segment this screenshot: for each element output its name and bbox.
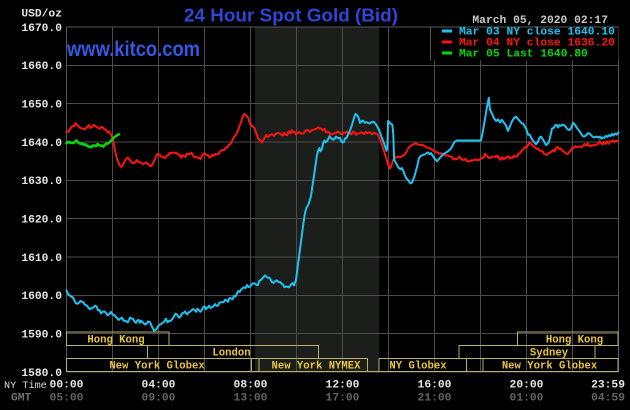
svg-text:1670.0: 1670.0 xyxy=(21,23,62,35)
svg-text:Sydney: Sydney xyxy=(530,347,569,359)
svg-text:13:00: 13:00 xyxy=(234,393,268,405)
svg-text:1630.0: 1630.0 xyxy=(21,176,62,188)
svg-text:New York Globex: New York Globex xyxy=(109,360,205,372)
svg-text:1600.0: 1600.0 xyxy=(21,291,62,303)
svg-text:1660.0: 1660.0 xyxy=(21,61,62,73)
svg-text:Mar 04 NY close 1636.20: Mar 04 NY close 1636.20 xyxy=(459,38,615,50)
svg-text:1640.0: 1640.0 xyxy=(21,138,62,150)
svg-text:21:00: 21:00 xyxy=(418,393,452,405)
svg-text:1620.0: 1620.0 xyxy=(21,215,62,227)
svg-text:www.kitco.com: www.kitco.com xyxy=(66,37,200,61)
svg-text:16:00: 16:00 xyxy=(418,380,452,392)
svg-text:05:00: 05:00 xyxy=(50,393,84,405)
svg-text:New York NYMEX: New York NYMEX xyxy=(271,360,361,372)
svg-text:00:00: 00:00 xyxy=(50,380,84,392)
svg-text:08:00: 08:00 xyxy=(234,380,268,392)
svg-text:04:00: 04:00 xyxy=(142,380,176,392)
svg-text:1650.0: 1650.0 xyxy=(21,100,62,112)
svg-text:12:00: 12:00 xyxy=(326,380,360,392)
svg-text:Mar 03 NY close 1640.10: Mar 03 NY close 1640.10 xyxy=(459,27,615,39)
svg-text:NY Globex: NY Globex xyxy=(389,360,447,372)
svg-text:24 Hour Spot Gold (Bid): 24 Hour Spot Gold (Bid) xyxy=(184,6,398,26)
svg-text:17:00: 17:00 xyxy=(326,393,360,405)
svg-text:USD/oz: USD/oz xyxy=(21,9,62,21)
svg-text:01:00: 01:00 xyxy=(510,393,544,405)
svg-text:Mar 05 Last 1640.80: Mar 05 Last 1640.80 xyxy=(459,49,588,61)
svg-text:Hong Kong: Hong Kong xyxy=(546,334,603,346)
svg-text:09:00: 09:00 xyxy=(142,393,176,405)
svg-text:1610.0: 1610.0 xyxy=(21,253,62,265)
svg-text:New York Globex: New York Globex xyxy=(502,360,598,372)
svg-text:London: London xyxy=(212,347,250,359)
svg-text:1580.0: 1580.0 xyxy=(21,368,62,380)
svg-text:GMT: GMT xyxy=(11,393,32,405)
svg-text:Hong Kong: Hong Kong xyxy=(87,334,144,346)
svg-text:23:59: 23:59 xyxy=(591,380,625,392)
svg-text:1590.0: 1590.0 xyxy=(21,330,62,342)
svg-text:04:59: 04:59 xyxy=(591,393,625,405)
svg-text:NY Time: NY Time xyxy=(4,380,47,392)
svg-text:March 05, 2020 02:17: March 05, 2020 02:17 xyxy=(472,15,608,27)
svg-text:20:00: 20:00 xyxy=(510,380,544,392)
